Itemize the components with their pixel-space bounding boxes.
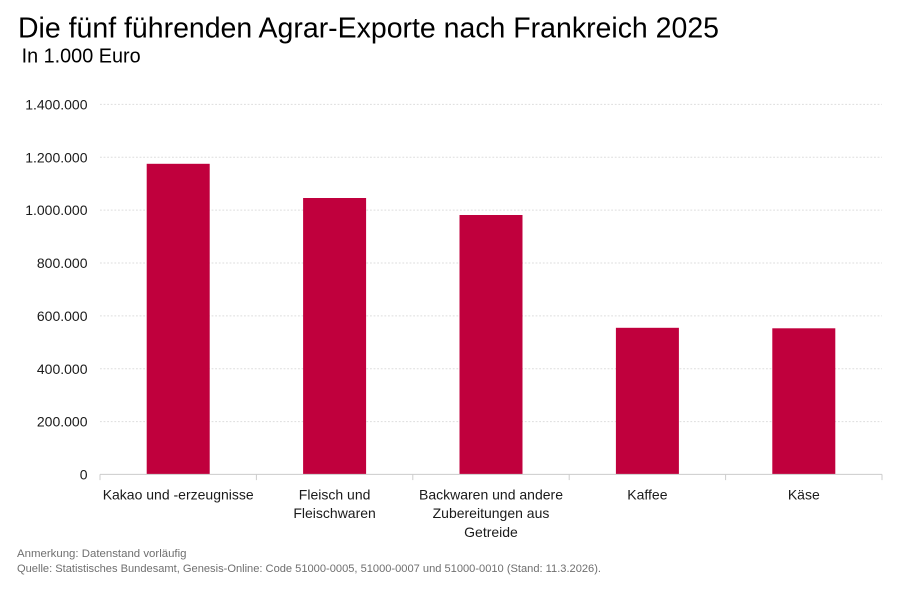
svg-text:Backwaren und andere: Backwaren und andere — [419, 486, 563, 502]
svg-text:Anmerkung: Datenstand vorläufi: Anmerkung: Datenstand vorläufig — [17, 548, 187, 560]
svg-text:Kaffee: Kaffee — [627, 486, 667, 502]
svg-text:Die fünf führenden Agrar-Expor: Die fünf führenden Agrar-Exporte nach Fr… — [18, 12, 719, 44]
svg-text:Fleisch und: Fleisch und — [299, 486, 371, 502]
svg-text:Kakao und -erzeugnisse: Kakao und -erzeugnisse — [103, 486, 254, 502]
svg-text:0: 0 — [80, 467, 88, 483]
svg-text:1.400.000: 1.400.000 — [25, 97, 87, 113]
svg-text:600.000: 600.000 — [37, 308, 88, 324]
svg-text:Fleischwaren: Fleischwaren — [293, 505, 375, 521]
svg-text:In 1.000 Euro: In 1.000 Euro — [22, 46, 141, 68]
svg-text:Zubereitungen aus: Zubereitungen aus — [433, 505, 550, 521]
svg-text:200.000: 200.000 — [37, 414, 88, 430]
svg-text:Getreide: Getreide — [464, 524, 518, 540]
svg-text:400.000: 400.000 — [37, 361, 88, 377]
svg-text:800.000: 800.000 — [37, 255, 88, 271]
svg-text:1.000.000: 1.000.000 — [25, 202, 87, 218]
svg-text:Käse: Käse — [788, 486, 820, 502]
svg-text:1.200.000: 1.200.000 — [25, 149, 87, 165]
svg-text:Quelle: Statistisches Bundesam: Quelle: Statistisches Bundesamt, Genesis… — [17, 563, 601, 575]
